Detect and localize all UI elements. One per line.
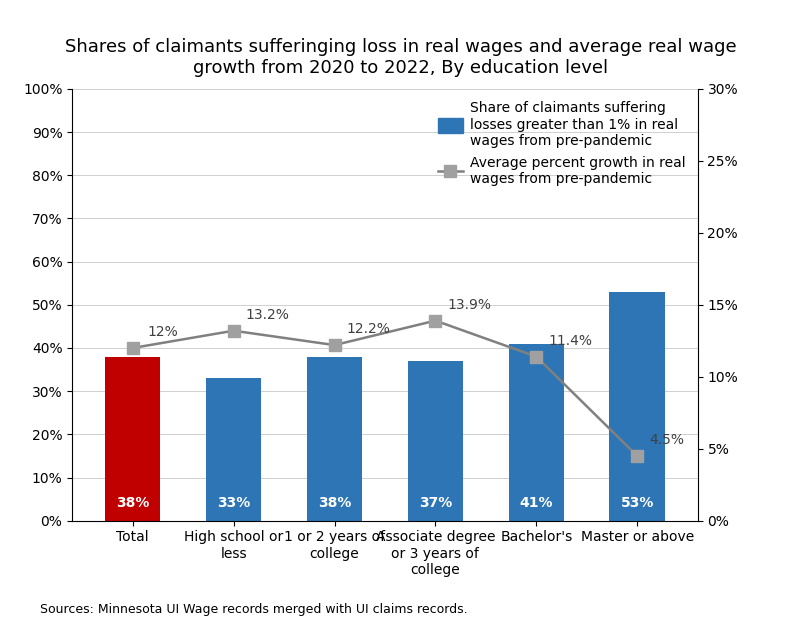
Legend: Share of claimants suffering
losses greater than 1% in real
wages from pre-pande: Share of claimants suffering losses grea… (432, 96, 691, 192)
Text: 33%: 33% (217, 496, 250, 510)
Bar (610, 292, 665, 521)
Text: 12.2%: 12.2% (346, 323, 391, 337)
Text: 12%: 12% (148, 325, 179, 339)
Text: 11.4%: 11.4% (549, 334, 593, 348)
Text: 41%: 41% (520, 496, 553, 510)
Bar (206, 378, 261, 521)
Bar (508, 344, 564, 521)
Text: 13.9%: 13.9% (448, 298, 492, 312)
Text: 53%: 53% (621, 496, 654, 510)
Text: 13.2%: 13.2% (245, 308, 290, 322)
Bar (307, 357, 363, 521)
Text: 37%: 37% (419, 496, 452, 510)
Text: 4.5%: 4.5% (650, 433, 684, 447)
Text: Shares of claimants sufferinging loss in real wages and average real wage
growth: Shares of claimants sufferinging loss in… (65, 38, 737, 77)
Bar (407, 361, 464, 521)
Text: Sources: Minnesota UI Wage records merged with UI claims records.: Sources: Minnesota UI Wage records merge… (40, 603, 468, 616)
Text: 38%: 38% (116, 496, 149, 510)
Text: 38%: 38% (318, 496, 351, 510)
Bar (105, 357, 160, 521)
